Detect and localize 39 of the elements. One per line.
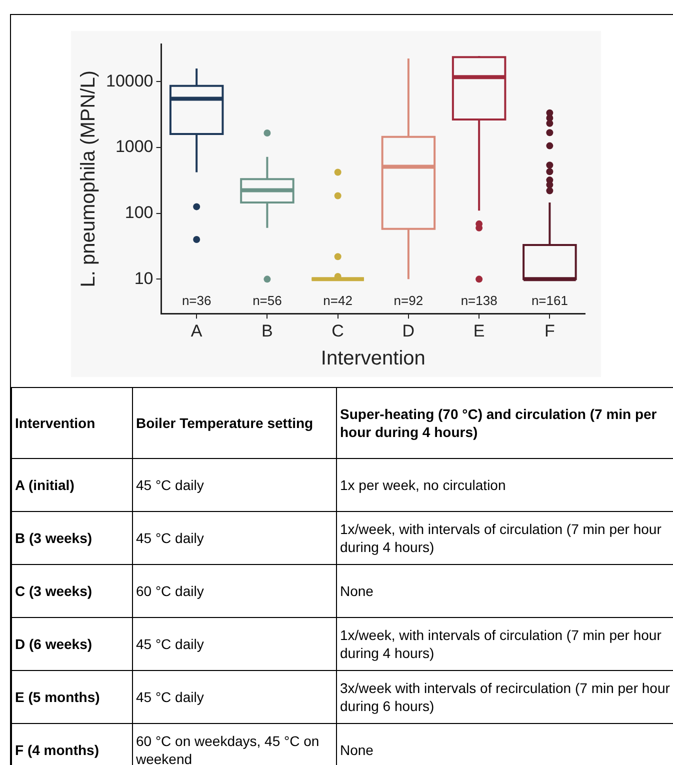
text: 60 °C daily — [132, 564, 336, 618]
category-label: Intervention — [12, 388, 132, 458]
text: 60 °C on weekdays, 45 °C on weekend — [132, 724, 336, 765]
category-label: A (initial) — [15, 477, 74, 493]
annotation: n=92 — [394, 293, 424, 308]
category-label: Super-heating (70 °C) and circulation (7 min per hour during 4 hours) — [336, 388, 673, 458]
text: 45 °C daily — [132, 512, 336, 564]
category-label: F (4 months) — [15, 742, 99, 758]
text: 1x/week, with intervals of circulation (7 min per hour during 4 hours) — [336, 512, 673, 564]
y-tick-label: 100 — [124, 203, 154, 222]
y-tick-label: 1000 — [115, 137, 154, 156]
x-tick-label: F — [544, 321, 555, 340]
x-tick-label: C — [332, 321, 344, 340]
text: 1x per week, no circulation — [336, 458, 673, 512]
text: 3x/week with intervals of recirculation (7 min per hour during 6 hours) — [336, 670, 673, 724]
annotation: n=36 — [182, 293, 212, 308]
category-label: E (5 months) — [15, 689, 100, 705]
category-label: B (3 weeks) — [15, 530, 92, 546]
text: None — [336, 724, 673, 765]
y-axis-title: L. pneumophila (MPN/L) — [78, 70, 100, 288]
text: 45 °C daily — [132, 618, 336, 670]
y-tick-label: 10 — [134, 268, 154, 288]
x-tick-label: B — [262, 321, 273, 340]
annotation: n=138 — [460, 293, 498, 308]
y-tick-label: 10000 — [106, 71, 154, 90]
x-tick-label: D — [402, 321, 415, 340]
annotation: n=161 — [531, 293, 568, 308]
annotation: n=56 — [252, 293, 282, 308]
text: 1x/week, with intervals of circulation (7 min per hour during 4 hours) — [336, 618, 673, 670]
text: None — [336, 564, 673, 618]
category-label: Boiler Temperature setting — [132, 388, 336, 458]
x-tick-label: E — [473, 321, 485, 340]
category-label: C (3 weeks) — [15, 583, 92, 599]
annotation: n=42 — [323, 293, 352, 308]
text: 45 °C daily — [132, 670, 336, 724]
category-label: D (6 weeks) — [15, 636, 92, 652]
x-tick-label: A — [190, 321, 203, 340]
x-axis-title: Intervention — [320, 348, 426, 370]
text: 45 °C daily — [132, 458, 336, 512]
